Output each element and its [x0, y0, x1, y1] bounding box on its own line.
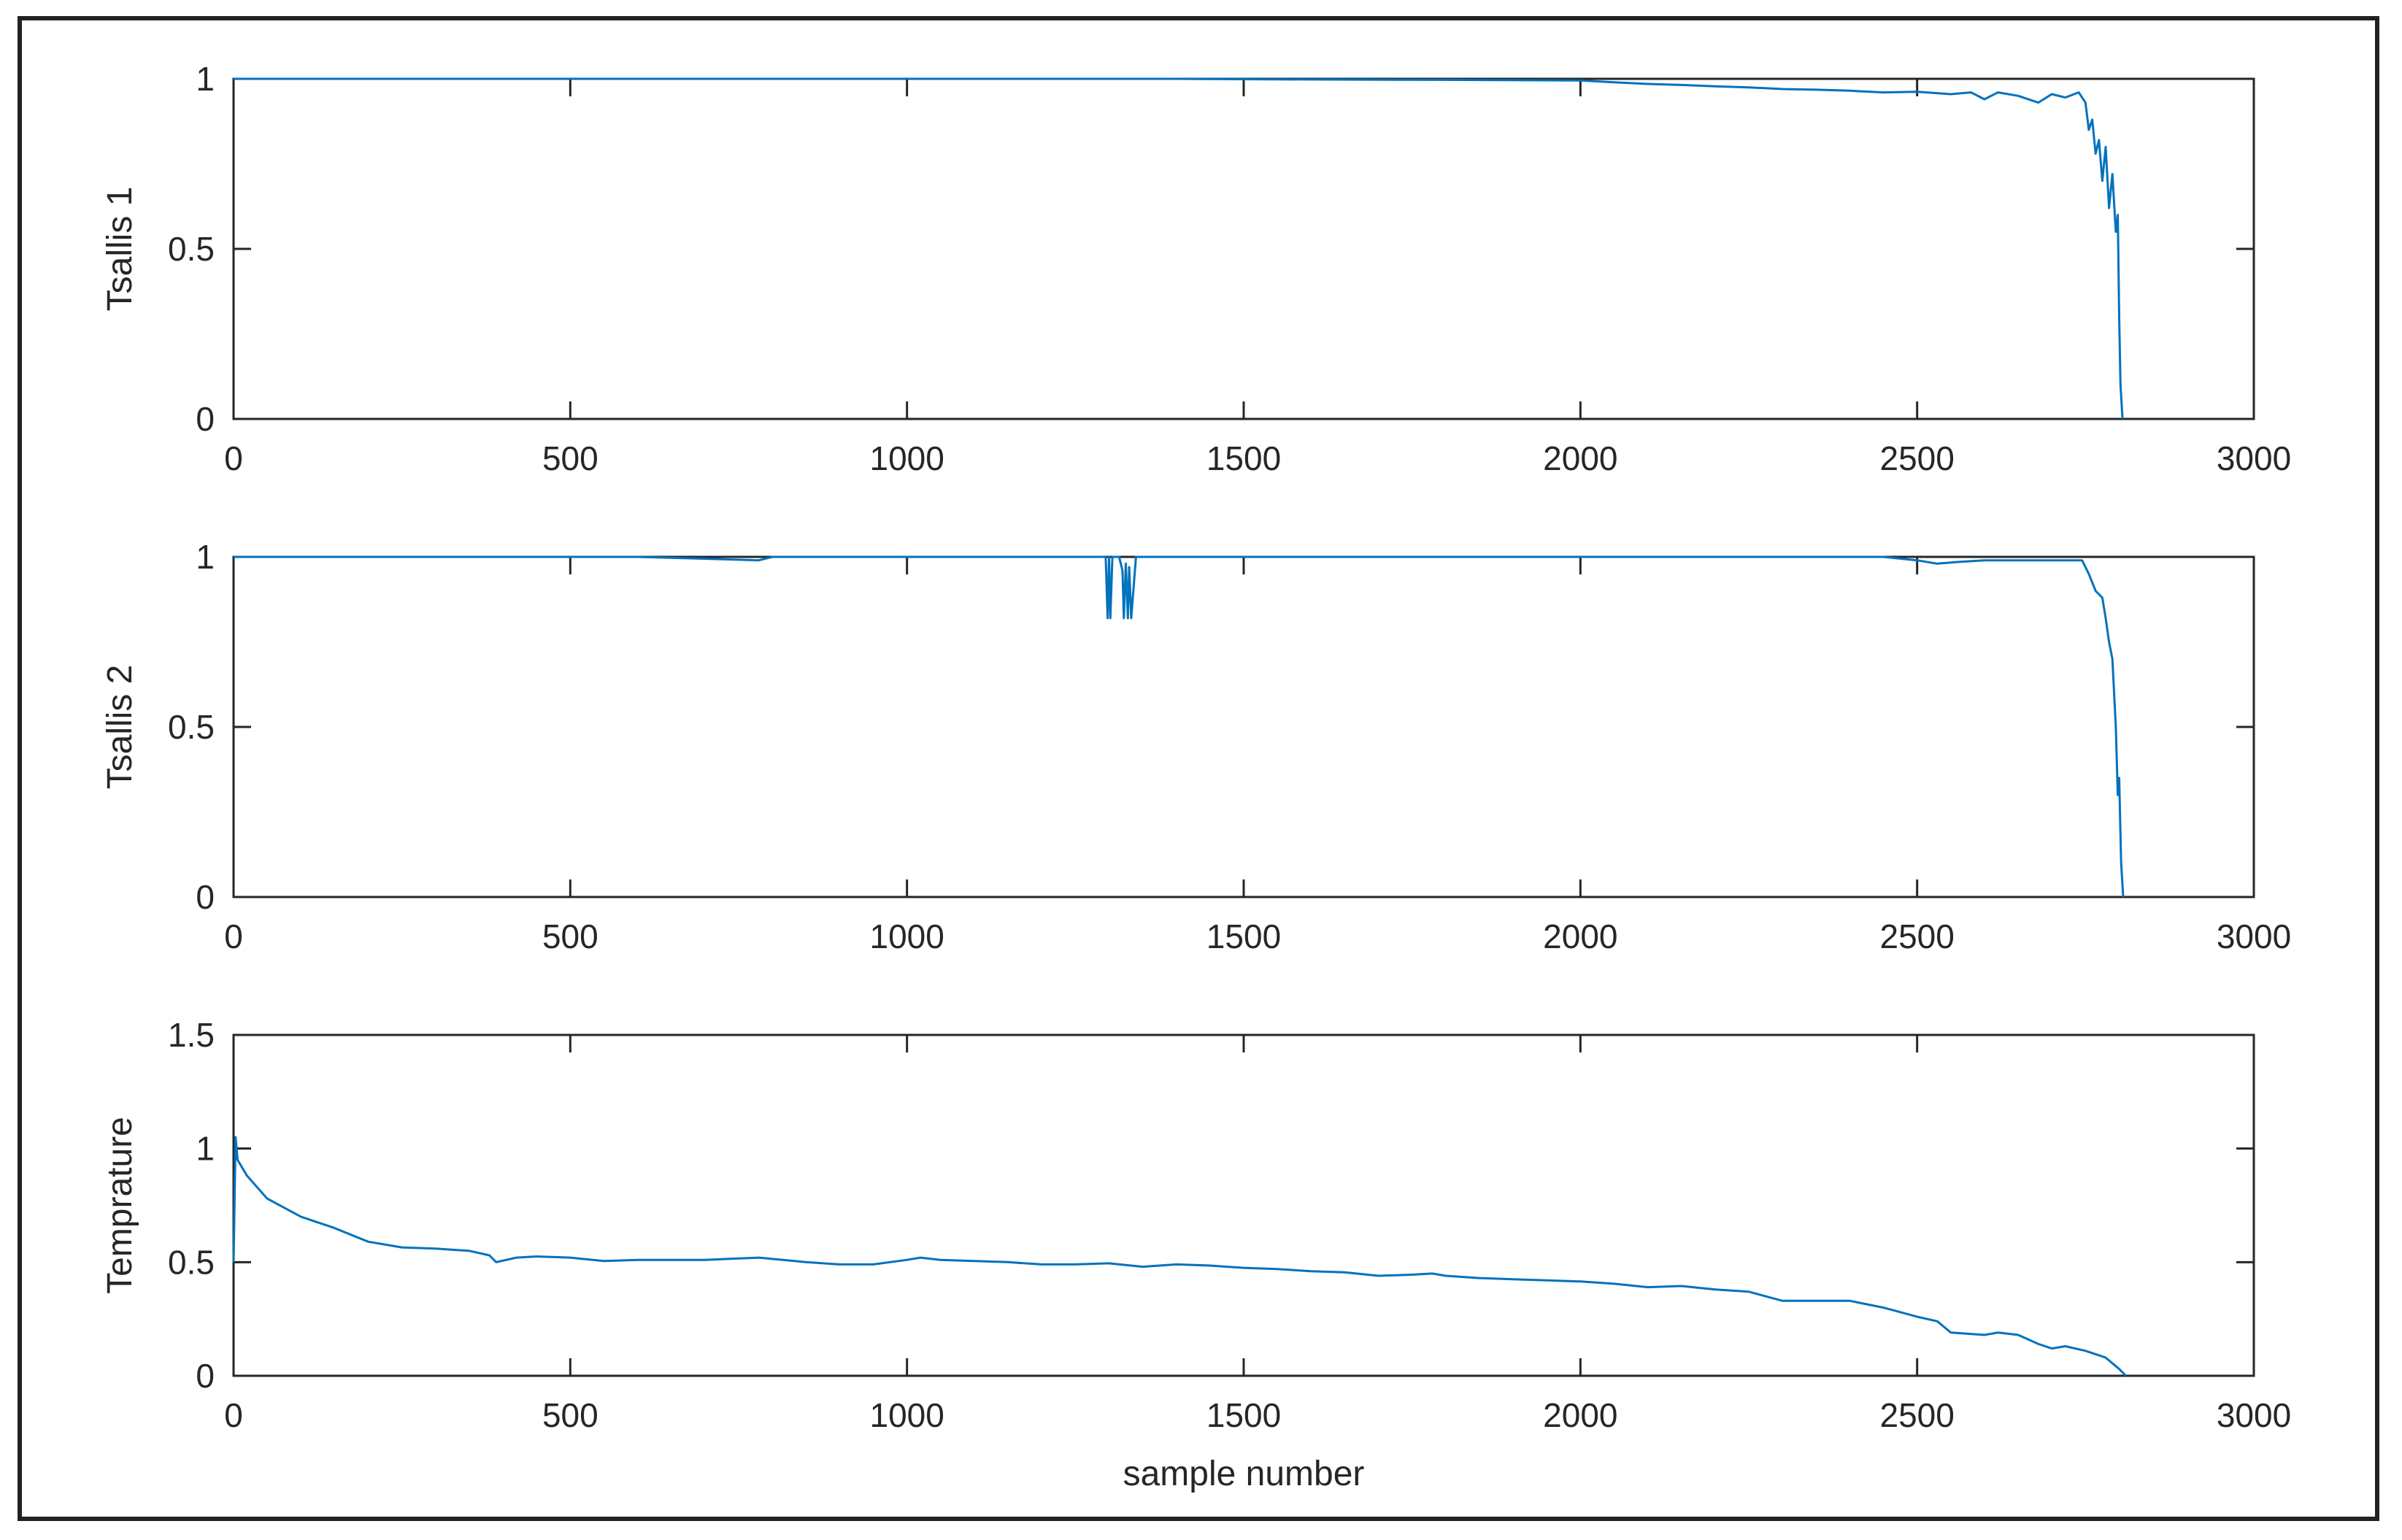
x-tick-label: 2000 — [1543, 1396, 1617, 1434]
subplot-2: 0 500 1000 1500 2000 2500 3000 0 0.5 1 Tsallis 2 — [101, 538, 2291, 955]
y-tick-label: 0 — [196, 878, 215, 916]
y-tick-label: 1 — [196, 1130, 215, 1168]
axes-box — [232, 555, 2255, 898]
x-tick-label: 500 — [542, 1396, 598, 1434]
y-tick-label: 0.5 — [168, 230, 215, 268]
x-tick-label: 0 — [224, 439, 243, 477]
x-tick-label: 2000 — [1543, 439, 1617, 477]
x-tick-label: 0 — [224, 917, 243, 955]
y-axis-label: Temprature — [101, 1117, 139, 1294]
y-tick-label: 0 — [196, 1357, 215, 1395]
x-tick-label: 0 — [224, 1396, 243, 1434]
x-tick-label: 1500 — [1206, 917, 1281, 955]
x-tick-label: 500 — [542, 917, 598, 955]
x-tick-label: 1000 — [869, 917, 944, 955]
x-tick-label: 2500 — [1879, 917, 1954, 955]
x-tick-label: 3000 — [2217, 917, 2291, 955]
axes-box — [232, 1033, 2255, 1377]
y-tick-label: 1 — [196, 60, 215, 98]
x-tick-label: 1000 — [869, 1396, 944, 1434]
x-tick-label: 1000 — [869, 439, 944, 477]
x-tick-label: 2500 — [1879, 1396, 1954, 1434]
y-tick-label: 0.5 — [168, 1243, 215, 1281]
x-tick-label: 1500 — [1206, 1396, 1281, 1434]
y-tick-label: 0 — [196, 400, 215, 438]
x-axis-label: sample number — [1123, 1455, 1365, 1493]
series-line-1 — [234, 555, 2125, 898]
x-tick-label: 2000 — [1543, 917, 1617, 955]
y-axis-label: Tsallis 2 — [101, 665, 139, 790]
subplot-1: 0 500 1000 1500 2000 2500 3000 0 0.5 1 Tsallis 1 — [101, 60, 2291, 477]
x-tick-label: 2500 — [1879, 439, 1954, 477]
y-tick-label: 1.5 — [168, 1016, 215, 1054]
y-tick-label: 1 — [196, 538, 215, 576]
y-tick-label: 0.5 — [168, 708, 215, 746]
x-tick-label: 500 — [542, 439, 598, 477]
x-tick-label: 3000 — [2217, 1396, 2291, 1434]
x-tick-label: 3000 — [2217, 439, 2291, 477]
axes-box — [232, 77, 2255, 420]
subplot-3: 0 500 1000 1500 2000 2500 3000 0 0.5 1 1.5 Tempratu… — [101, 1016, 2291, 1493]
y-axis-label: Tsallis 1 — [101, 187, 139, 312]
x-tick-label: 1500 — [1206, 439, 1281, 477]
series-line-1 — [232, 1136, 2127, 1377]
series-line-1 — [234, 77, 2124, 420]
